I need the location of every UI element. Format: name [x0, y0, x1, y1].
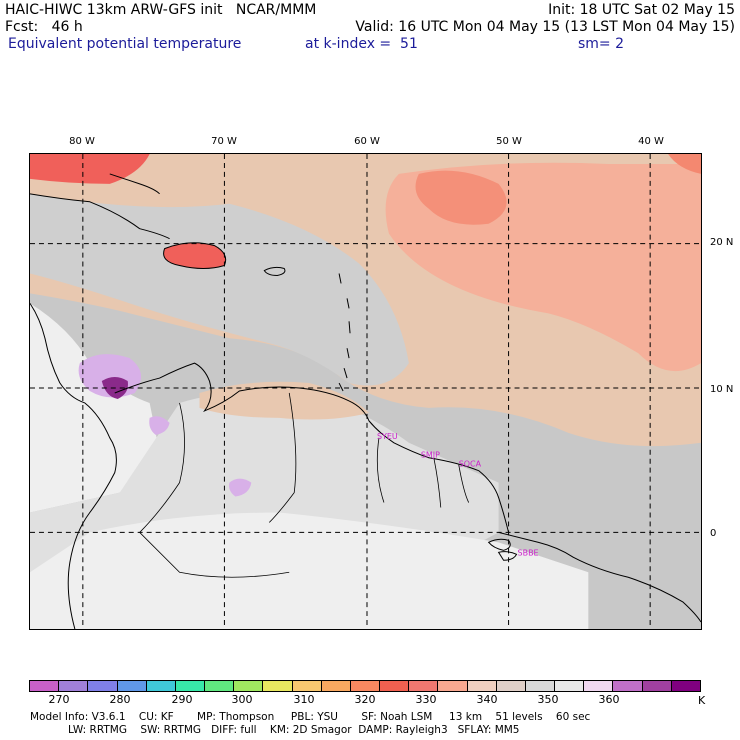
purple-convection-colombia	[149, 416, 170, 435]
lesser-antilles	[338, 273, 351, 392]
colorbar-swatch-12	[380, 681, 410, 691]
colorbar-swatch-11	[350, 681, 381, 691]
colorbar-swatch-1	[59, 681, 89, 691]
station-smjp: SMJP	[421, 451, 440, 460]
venezuela-tan-field	[199, 381, 369, 420]
salmon-east-patch	[668, 154, 701, 174]
lat-label-20n: 20 N	[710, 237, 734, 248]
hispaniola-red-patch	[163, 242, 226, 269]
header-forecast-hour: Fcst: 46 h	[5, 19, 83, 35]
theta-e-map: SYEU SMJP SOCA SBBE	[29, 153, 702, 630]
colorbar-tick-340: 340	[476, 693, 498, 706]
colorbar-tick-310: 310	[293, 693, 315, 706]
station-soca: SOCA	[459, 460, 482, 469]
header-title: HAIC-HIWC 13km ARW-GFS init NCAR/MMM	[5, 2, 317, 18]
lat-label-equator: 0	[710, 528, 717, 539]
colorbar-swatch-20	[613, 681, 643, 691]
colorbar-tick-300: 300	[231, 693, 253, 706]
colorbar-swatch-17	[525, 681, 556, 691]
central-america-light-field	[30, 303, 160, 513]
colorbar-swatch-13	[409, 681, 439, 691]
colorbar-swatch-7	[234, 681, 264, 691]
colorbar	[29, 680, 701, 692]
colorbar-swatch-14	[438, 681, 468, 691]
red-northwest-patch	[30, 154, 150, 184]
station-syeu: SYEU	[377, 432, 398, 441]
south-america-lighter-field	[30, 512, 589, 629]
lat-label-10n: 10 N	[710, 384, 734, 395]
colorbar-tick-360: 360	[598, 693, 620, 706]
model-info-line1: Model Info: V3.6.1 CU: KF MP: Thompson P…	[30, 711, 591, 723]
colorbar-swatch-6	[205, 681, 235, 691]
colorbar-swatch-2	[88, 681, 118, 691]
colorbar-swatch-16	[496, 681, 526, 691]
lat-lon-grid	[30, 154, 701, 629]
station-sbbe: SBBE	[518, 548, 539, 557]
coastlines	[30, 173, 701, 629]
header-valid-time: Valid: 16 UTC Mon 04 May 15 (13 LST Mon …	[355, 19, 735, 35]
field-name: Equivalent potential temperature	[8, 36, 242, 52]
colorbar-tick-280: 280	[109, 693, 131, 706]
model-info-line2: LW: RRTMG SW: RRTMG DIFF: full KM: 2D Sm…	[68, 724, 520, 736]
colorbar-swatch-8	[263, 681, 293, 691]
colorbar-swatch-9	[292, 681, 322, 691]
colorbar-tick-290: 290	[171, 693, 193, 706]
colorbar-tick-270: 270	[48, 693, 70, 706]
salmon-ocean-patch	[415, 170, 507, 225]
gray-ocean-band	[30, 193, 409, 386]
colorbar-swatch-15	[467, 681, 497, 691]
lon-label-40w: 40 W	[638, 136, 664, 147]
colorbar-swatch-19	[584, 681, 614, 691]
colorbar-tick-320: 320	[354, 693, 376, 706]
header-init-time: Init: 18 UTC Sat 02 May 15	[548, 2, 735, 18]
colorbar-swatch-3	[117, 681, 147, 691]
smoothing-label: sm= 2	[578, 36, 625, 52]
lon-label-80w: 80 W	[69, 136, 95, 147]
colorbar-swatch-5	[175, 681, 206, 691]
colorbar-swatch-10	[321, 681, 351, 691]
colorbar-swatch-18	[555, 681, 585, 691]
lon-label-70w: 70 W	[211, 136, 237, 147]
lon-label-50w: 50 W	[496, 136, 522, 147]
colorbar-swatch-4	[146, 681, 176, 691]
colorbar-swatch-21	[642, 681, 672, 691]
level-label: at k-index = 51	[305, 36, 418, 52]
purple-convection-interior	[229, 478, 252, 497]
lon-label-60w: 60 W	[354, 136, 380, 147]
colorbar-swatch-22	[671, 681, 700, 691]
colorbar-swatch-0	[30, 681, 60, 691]
colorbar-unit: K	[698, 694, 706, 707]
colorbar-tick-330: 330	[415, 693, 437, 706]
colorbar-tick-350: 350	[537, 693, 559, 706]
country-borders	[139, 392, 470, 578]
